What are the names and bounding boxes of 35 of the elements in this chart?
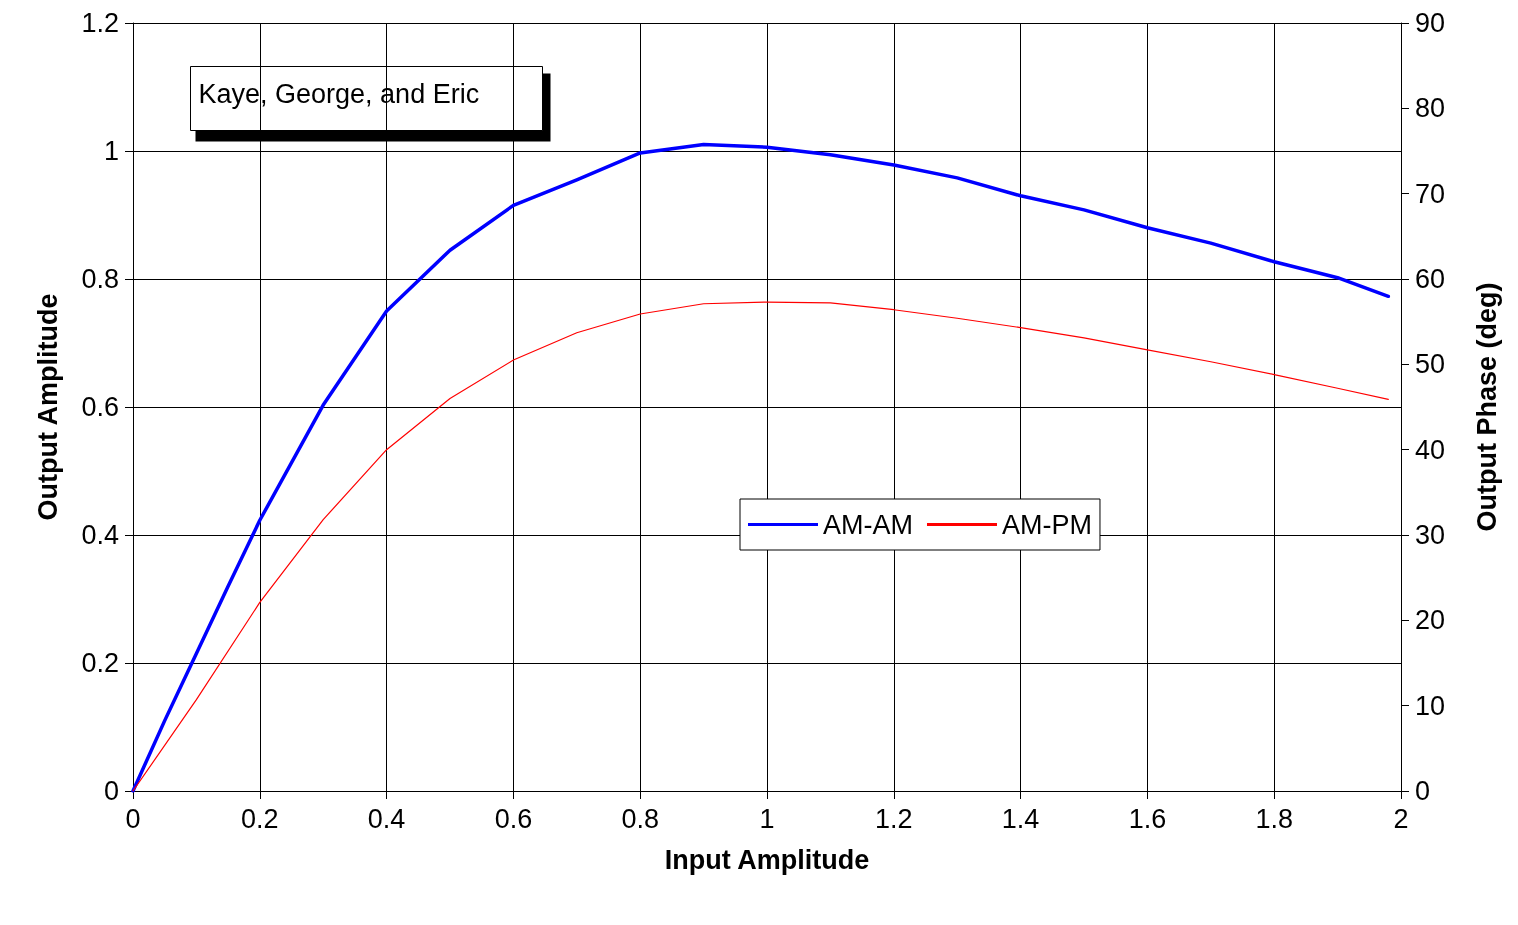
x-tick-label: 1.4: [1001, 803, 1040, 834]
y2-tick-label: 50: [1415, 349, 1446, 380]
x-tick-label: 1: [759, 803, 775, 834]
x-tick-label: 0: [125, 803, 141, 834]
y-tick-label: 1.2: [81, 8, 119, 38]
x-tick-label: 1.6: [1128, 803, 1167, 834]
x-tick-label: 1.8: [1255, 803, 1293, 834]
y2-axis-title: Output Phase (deg): [1471, 282, 1502, 532]
legend-label: AM-AM: [823, 509, 913, 540]
y-tick-label: 1: [103, 136, 119, 166]
y2-tick-label: 40: [1415, 434, 1446, 465]
legend-label: AM-PM: [1001, 509, 1092, 540]
y2-tick-label: 70: [1415, 178, 1446, 209]
y-tick-label: 0.8: [81, 264, 119, 294]
y2-tick-label: 60: [1415, 264, 1446, 294]
x-tick-label: 2: [1393, 803, 1409, 834]
x-tick-label: 0.8: [621, 803, 659, 834]
x-tick-label: 0.6: [494, 803, 533, 834]
y2-tick-label: 90: [1415, 8, 1446, 38]
y2-tick-label: 0: [1415, 776, 1431, 806]
y2-tick-label: 10: [1415, 690, 1446, 721]
y-tick-label: 0: [103, 776, 119, 806]
y-tick-label: 0.4: [81, 520, 119, 550]
y2-tick-label: 80: [1415, 93, 1446, 124]
x-tick-label: 0.4: [367, 803, 406, 834]
line-series: [131, 142, 1391, 793]
y-tick-label: 0.6: [81, 392, 119, 422]
line-series: [132, 301, 1389, 792]
x-tick-label: 0.2: [241, 803, 279, 834]
y2-tick-label: 20: [1415, 605, 1446, 636]
x-tick-label: 1.2: [875, 803, 913, 834]
y-tick-label: 0.2: [81, 648, 119, 678]
y2-tick-label: 30: [1415, 520, 1446, 550]
x-axis-title: Input Amplitude: [664, 844, 870, 875]
y-axis-title: Output Amplitude: [32, 293, 63, 521]
